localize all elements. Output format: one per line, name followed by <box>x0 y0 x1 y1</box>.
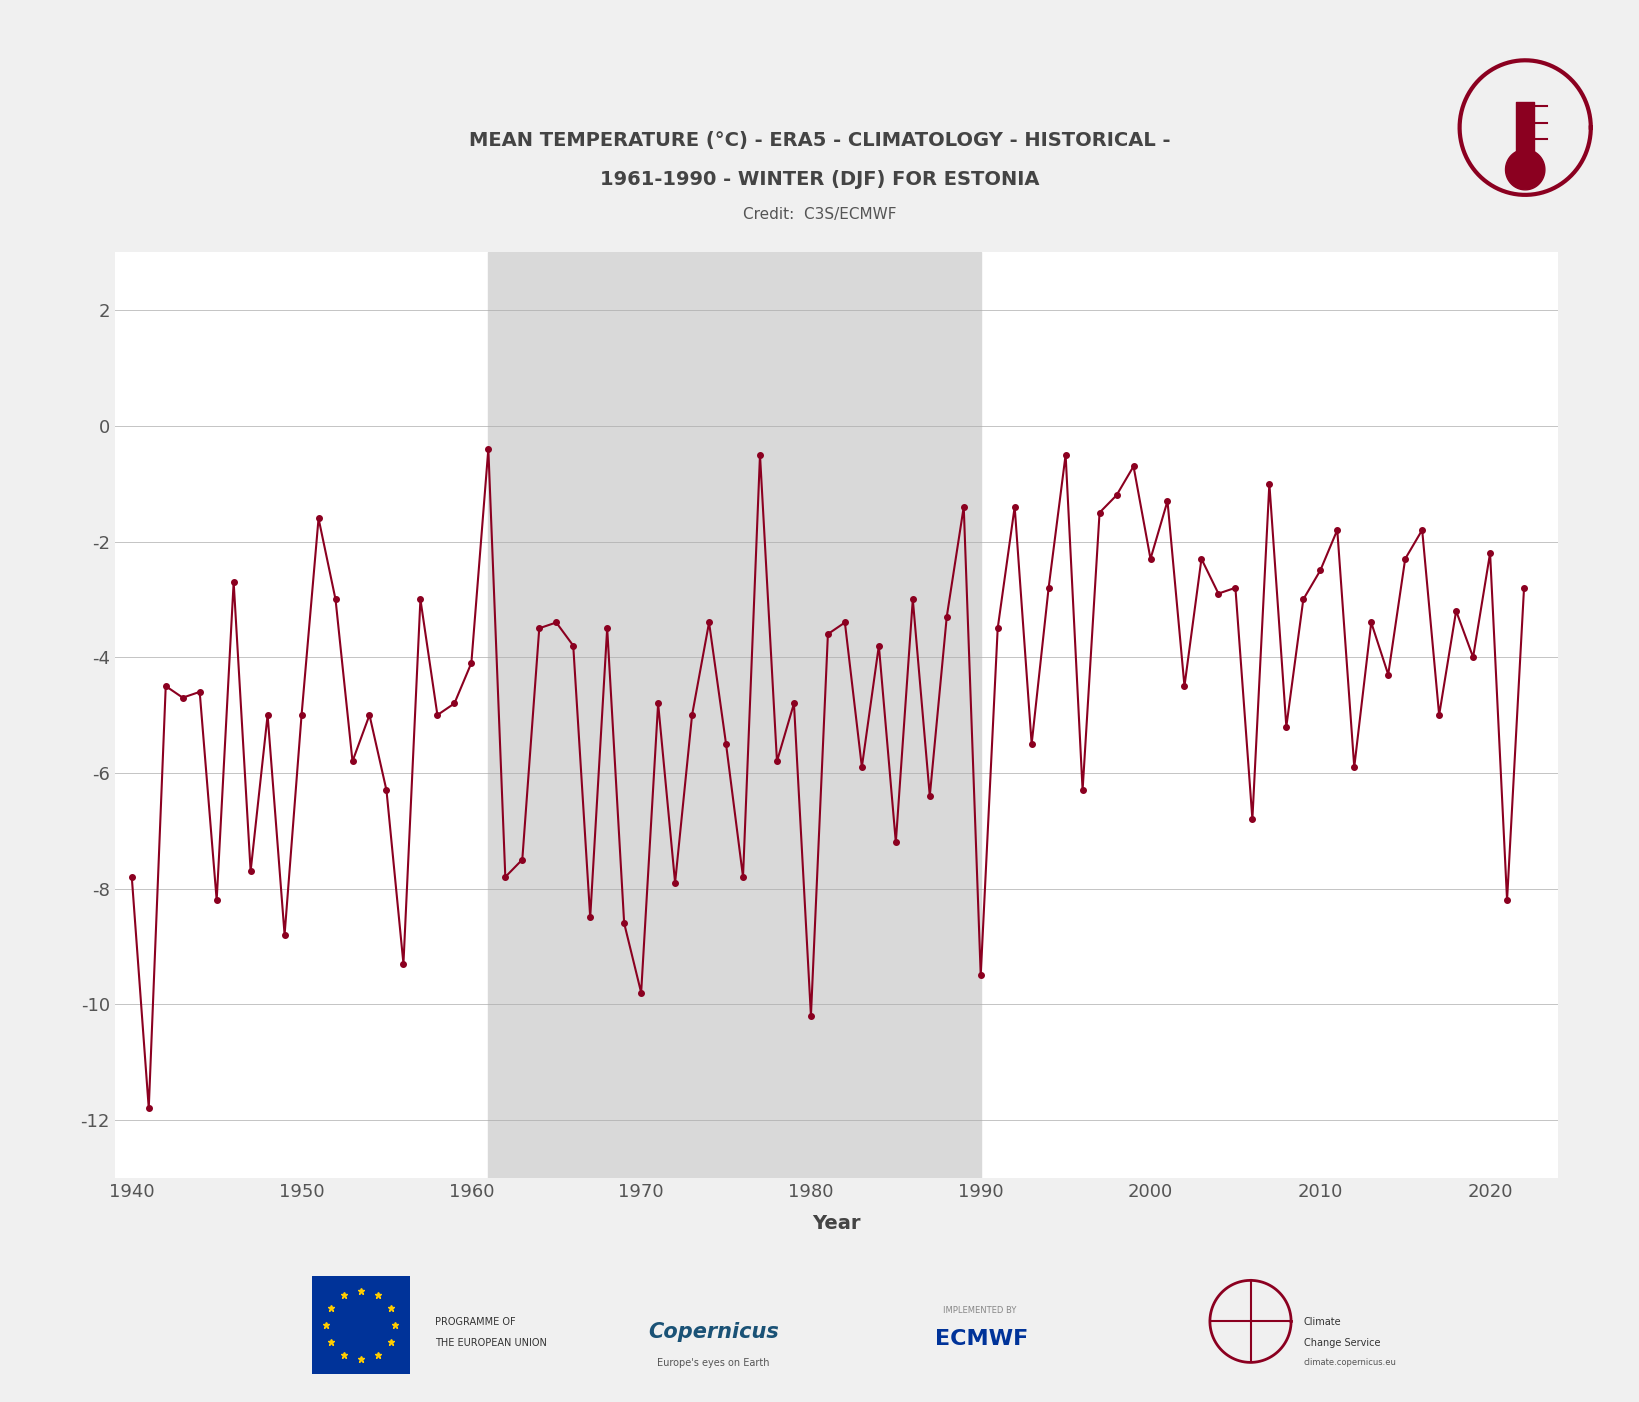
Text: Change Service: Change Service <box>1303 1338 1380 1349</box>
Text: Climate: Climate <box>1303 1316 1341 1328</box>
Text: Credit:  C3S/ECMWF: Credit: C3S/ECMWF <box>742 207 897 222</box>
Bar <box>488 252 980 1178</box>
Text: MEAN TEMPERATURE (°C) - ERA5 - CLIMATOLOGY - HISTORICAL -: MEAN TEMPERATURE (°C) - ERA5 - CLIMATOLO… <box>469 130 1170 150</box>
Text: IMPLEMENTED BY: IMPLEMENTED BY <box>942 1307 1016 1315</box>
Text: Europe's eyes on Earth: Europe's eyes on Earth <box>657 1357 769 1368</box>
Text: ECMWF: ECMWF <box>934 1329 1028 1349</box>
Text: PROGRAMME OF: PROGRAMME OF <box>434 1316 515 1328</box>
Text: 1961-1990 - WINTER (DJF) FOR ESTONIA: 1961-1990 - WINTER (DJF) FOR ESTONIA <box>600 170 1039 189</box>
X-axis label: Year: Year <box>811 1214 860 1234</box>
Text: Copernicus: Copernicus <box>647 1322 779 1342</box>
Text: THE EUROPEAN UNION: THE EUROPEAN UNION <box>434 1338 546 1349</box>
Polygon shape <box>1505 150 1544 189</box>
Text: climate.copernicus.eu: climate.copernicus.eu <box>1303 1359 1396 1367</box>
